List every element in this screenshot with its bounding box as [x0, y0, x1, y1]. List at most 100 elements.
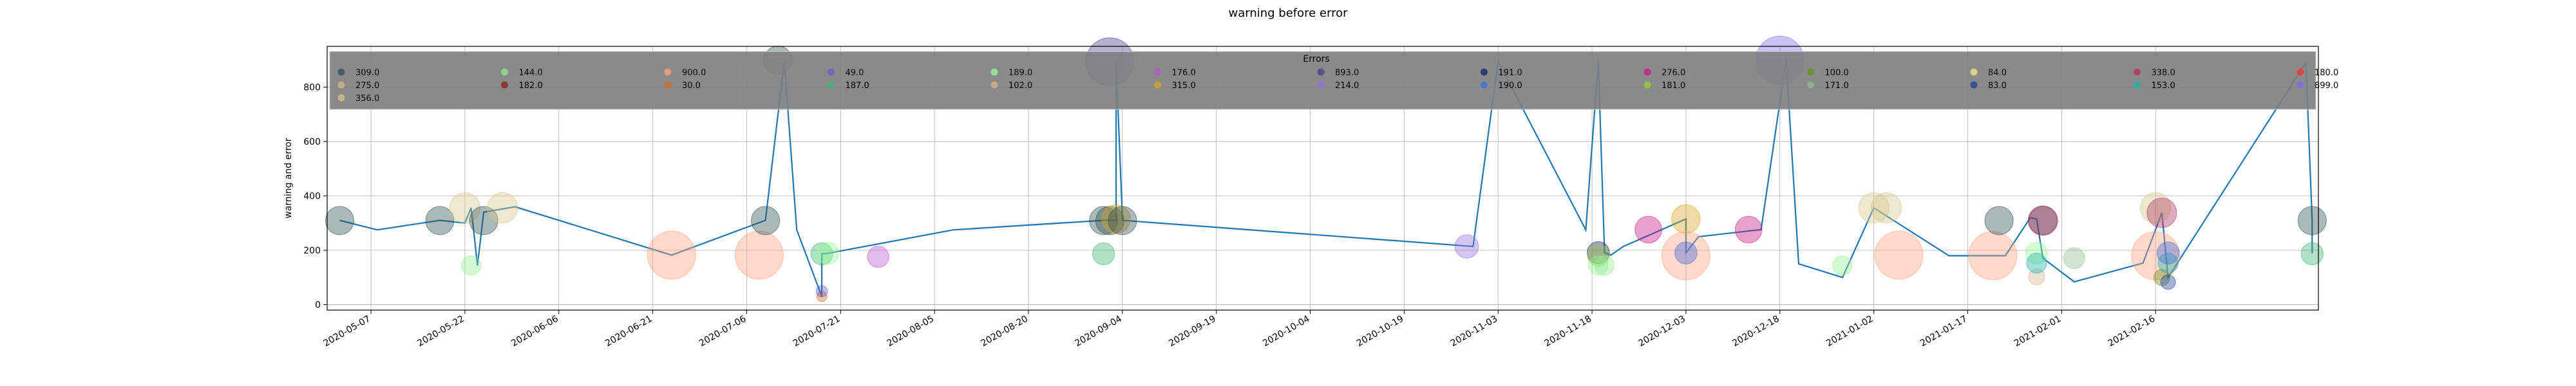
legend-box [329, 51, 2316, 110]
data-point [2063, 247, 2085, 270]
legend-marker [1807, 81, 1814, 89]
x-tick-label: 2020-05-22 [415, 314, 466, 349]
legend-label: 900.0 [682, 68, 706, 78]
x-tick-label: 2020-06-06 [509, 314, 560, 349]
data-point [1108, 206, 1137, 235]
legend-marker [337, 94, 345, 102]
data-point [2027, 205, 2058, 236]
legend-label: 83.0 [1988, 81, 2007, 91]
legend-marker [1643, 81, 1651, 89]
x-tick-label: 2021-02-01 [2012, 314, 2063, 349]
data-point [461, 255, 482, 276]
legend-label: 100.0 [1825, 68, 1849, 78]
y-axis-label: warning and error [283, 138, 294, 218]
legend-marker [1317, 81, 1325, 89]
data-point [449, 192, 481, 224]
data-point [2131, 231, 2181, 280]
data-point [1588, 255, 1609, 276]
data-point [647, 230, 696, 280]
data-point [1734, 216, 1763, 244]
legend-marker [2297, 68, 2304, 76]
series-line [339, 59, 2313, 297]
legend-marker [337, 81, 345, 89]
legend-marker [1154, 68, 1161, 76]
data-point [2300, 242, 2324, 266]
legend-marker [664, 68, 672, 76]
data-point [2146, 198, 2177, 228]
x-tick-label: 2020-12-03 [1636, 314, 1687, 349]
x-tick-label: 2020-09-19 [1167, 314, 1217, 349]
data-point [1634, 216, 1662, 244]
legend-label: 189.0 [1009, 68, 1032, 78]
x-tick-label: 2020-09-04 [1073, 314, 1124, 349]
data-point [325, 206, 354, 235]
data-point [1089, 206, 1119, 235]
data-point [1832, 255, 1853, 276]
data-point [1858, 192, 1889, 224]
legend-label: 182.0 [519, 81, 543, 91]
y-tick-label: 200 [303, 246, 321, 256]
data-point [1874, 230, 1924, 280]
data-point [1587, 244, 1610, 267]
x-tick-label: 2020-07-06 [697, 314, 748, 349]
legend: Errors 309.0 275.0 356.0 144.0 182.0 900.0 30.… [329, 51, 2338, 110]
legend-label: 309.0 [355, 68, 379, 78]
legend-marker [1807, 68, 1814, 76]
legend-label: 176.0 [1172, 68, 1196, 78]
x-tick-label: 2021-01-17 [1918, 314, 1969, 349]
legend-marker [1154, 81, 1161, 89]
legend-label: 144.0 [519, 68, 543, 78]
data-point [751, 206, 781, 235]
legend-label: 30.0 [682, 81, 701, 91]
legend-marker [990, 68, 998, 76]
series-line-layer [339, 59, 2313, 297]
data-point [1674, 241, 1698, 264]
legend-marker [1643, 68, 1651, 76]
legend-label: 181.0 [1662, 81, 1685, 91]
data-point [2297, 206, 2327, 235]
legend-label: 356.0 [355, 94, 379, 104]
legend-label: 180.0 [2315, 68, 2338, 78]
data-point [810, 242, 833, 266]
data-point [2028, 206, 2058, 235]
data-point [867, 246, 889, 268]
legend-label: 893.0 [1335, 68, 1359, 78]
legend-label: 315.0 [1172, 81, 1196, 91]
x-tick-label: 2020-07-21 [791, 314, 842, 349]
data-point [2156, 241, 2180, 264]
legend-label: 171.0 [1825, 81, 1849, 91]
legend-marker [1317, 68, 1325, 76]
y-tick-label: 400 [303, 191, 321, 201]
legend-marker [501, 68, 508, 76]
data-point [1595, 255, 1615, 276]
y-tick-label: 0 [315, 300, 321, 311]
legend-marker [2134, 81, 2141, 89]
data-point [2028, 268, 2045, 286]
legend-label: 899.0 [2315, 81, 2338, 91]
x-tick-label: 2020-08-20 [980, 314, 1030, 349]
plot-frame [327, 46, 2319, 311]
legend-marker [828, 81, 835, 89]
legend-label: 190.0 [1499, 81, 1522, 91]
legend-entries: 309.0 275.0 356.0 144.0 182.0 900.0 30.0 49.0 18… [337, 68, 2338, 104]
legend-marker [1481, 81, 1488, 89]
legend-label: 338.0 [2152, 68, 2175, 78]
data-point [1671, 204, 1701, 234]
data-point [1968, 231, 2018, 280]
legend-marker [1481, 68, 1488, 76]
x-tick-label: 2020-05-07 [322, 314, 372, 349]
data-point [2140, 192, 2172, 224]
legend-label: 49.0 [846, 68, 864, 78]
data-point [817, 242, 840, 265]
x-tick-label: 2020-08-05 [886, 314, 936, 349]
legend-label: 276.0 [1662, 68, 1685, 78]
legend-label: 187.0 [846, 81, 869, 91]
legend-label: 84.0 [1988, 68, 2007, 78]
legend-marker [1970, 81, 1978, 89]
legend-marker [990, 81, 998, 89]
data-point [2160, 274, 2176, 290]
data-point [1661, 231, 1710, 280]
legend-marker [501, 81, 508, 89]
x-tick-label: 2020-11-18 [1543, 314, 1593, 349]
